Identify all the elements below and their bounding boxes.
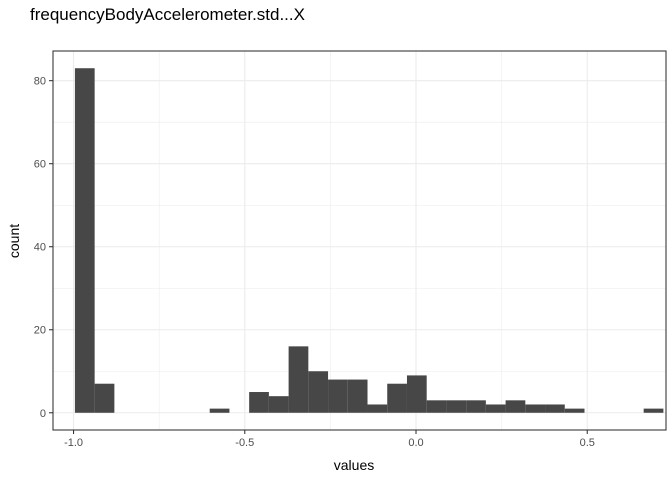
- x-axis-label: values: [334, 457, 374, 473]
- histogram-bar: [94, 383, 115, 413]
- y-tick-label: 40: [34, 242, 46, 254]
- x-tick-label: 0.0: [408, 437, 423, 449]
- histogram-bar: [525, 404, 546, 413]
- histogram-bar: [643, 408, 664, 413]
- histogram-bar: [249, 392, 269, 413]
- chart-title: frequencyBodyAccelerometer.std...X: [30, 5, 305, 24]
- histogram-bar: [426, 400, 447, 413]
- histogram-bar: [367, 404, 388, 413]
- x-tick-label: -0.5: [235, 437, 254, 449]
- histogram-bars: [74, 68, 664, 413]
- x-tick-label: -1.0: [64, 437, 83, 449]
- histogram-bar: [505, 400, 526, 413]
- y-axis-label: count: [6, 224, 22, 258]
- histogram-bar: [288, 346, 309, 413]
- histogram-bar: [545, 404, 565, 413]
- histogram-bar: [308, 371, 329, 413]
- x-axis: -1.0 -0.5 0.0 0.5: [64, 430, 595, 449]
- y-tick-label: 60: [34, 159, 46, 171]
- histogram-bar: [268, 396, 289, 413]
- histogram-bar: [328, 379, 348, 413]
- y-axis: 0 20 40 60 80: [34, 76, 53, 420]
- y-tick-label: 80: [34, 76, 46, 88]
- y-tick-label: 0: [40, 408, 46, 420]
- histogram-bar: [209, 408, 230, 413]
- histogram-bar: [387, 383, 407, 413]
- histogram-bar: [564, 408, 585, 413]
- histogram-bar: [485, 404, 506, 413]
- histogram-bar: [466, 400, 486, 413]
- x-tick-label: 0.5: [580, 437, 595, 449]
- histogram-bar: [74, 68, 95, 413]
- grid-lines: [53, 51, 666, 430]
- histogram-bar: [406, 375, 427, 413]
- histogram-bar: [347, 379, 368, 413]
- histogram-bar: [446, 400, 467, 413]
- y-tick-label: 20: [34, 325, 46, 337]
- panel-border: [52, 50, 667, 431]
